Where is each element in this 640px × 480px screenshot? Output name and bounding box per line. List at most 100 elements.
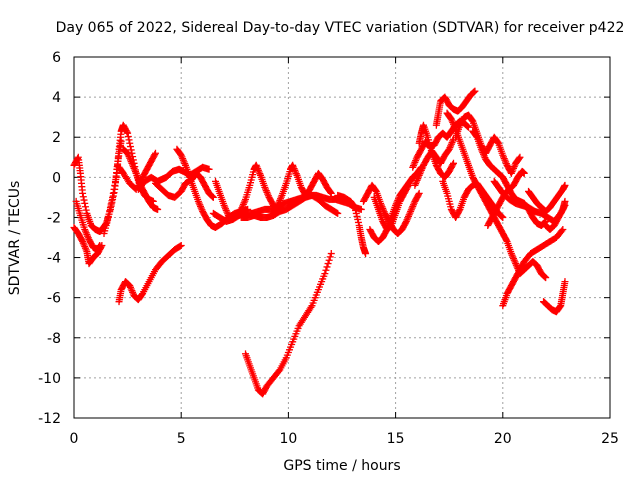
grid-lines <box>74 57 610 418</box>
data-point <box>221 203 229 211</box>
data-point <box>262 185 270 193</box>
data-point <box>84 232 92 240</box>
data-point <box>107 200 115 208</box>
data-point <box>104 213 112 221</box>
data-point <box>81 227 89 235</box>
data-point <box>264 190 272 198</box>
data-point <box>124 129 132 137</box>
y-axis-label: SDTVAR / TECUs <box>7 181 23 296</box>
data-point <box>254 166 262 174</box>
data-point <box>128 159 136 167</box>
data-point <box>112 173 120 181</box>
data-point <box>110 185 118 193</box>
series-arc-25 <box>452 111 524 177</box>
data-point <box>83 230 91 238</box>
x-tick-label: 5 <box>177 431 186 447</box>
data-point <box>177 151 185 159</box>
data-point <box>82 246 90 254</box>
data-point <box>241 197 249 205</box>
data-point <box>261 183 269 191</box>
series-arc-2 <box>72 197 104 254</box>
data-point <box>326 253 334 261</box>
data-point <box>289 163 297 171</box>
series-arc-7 <box>115 242 185 306</box>
data-point <box>109 193 117 201</box>
data-point <box>292 170 300 178</box>
data-point <box>238 204 246 212</box>
data-point <box>126 143 134 151</box>
data-point <box>209 193 217 201</box>
data-point <box>81 203 89 211</box>
data-point <box>126 139 134 147</box>
data-point <box>196 201 204 209</box>
data-point <box>126 154 134 162</box>
y-tick-label: -6 <box>47 291 61 307</box>
y-tick-label: 0 <box>52 170 61 186</box>
data-point <box>127 285 135 293</box>
data-point <box>81 199 89 207</box>
data-point <box>176 242 184 250</box>
data-point <box>129 288 137 296</box>
data-point <box>327 189 335 197</box>
y-tick-label: 6 <box>52 50 61 66</box>
data-point <box>323 263 331 271</box>
data-point <box>179 156 187 164</box>
data-point <box>109 189 117 197</box>
data-point <box>124 133 132 141</box>
data-point <box>84 234 92 242</box>
data-point <box>307 303 315 311</box>
data-point <box>322 266 330 274</box>
y-tick-label: -8 <box>47 331 61 347</box>
x-tick-label: 25 <box>601 431 619 447</box>
y-tick-labels: -12 -10 -8 -6 -4 -2 0 2 4 6 <box>38 50 61 427</box>
data-point <box>105 210 113 218</box>
data-point <box>125 136 133 144</box>
data-point <box>82 229 90 237</box>
x-tick-labels: 0 5 10 15 20 25 <box>70 431 619 447</box>
data-point <box>357 205 365 213</box>
y-tick-label: -10 <box>38 371 61 387</box>
data-point <box>97 243 105 251</box>
series-arc-32 <box>540 278 569 316</box>
data-point <box>327 188 335 196</box>
data-point <box>223 208 231 216</box>
data-point <box>131 166 139 174</box>
y-tick-label: 4 <box>52 90 61 106</box>
data-point <box>264 192 272 200</box>
data-point <box>253 163 261 171</box>
y-tick-label: -12 <box>38 411 61 427</box>
y-tick-label: -4 <box>47 251 61 267</box>
data-point <box>262 187 270 195</box>
data-point <box>74 155 82 163</box>
data-point <box>254 165 262 173</box>
x-tick-label: 0 <box>70 431 79 447</box>
data-point <box>108 197 116 205</box>
data-point <box>181 160 189 168</box>
data-point <box>274 200 282 208</box>
x-axis-label: GPS time / hours <box>283 458 400 474</box>
data-point <box>129 161 137 169</box>
data-point <box>197 204 205 212</box>
data-point <box>151 151 159 159</box>
data-point <box>274 201 282 209</box>
data-point <box>126 282 134 290</box>
data-point <box>289 161 297 169</box>
data-point <box>79 189 87 197</box>
chart-title: Day 065 of 2022, Sidereal Day-to-day VTE… <box>56 20 625 36</box>
data-point <box>333 209 341 217</box>
data-point <box>292 168 300 176</box>
data-point <box>177 242 185 250</box>
data-point <box>81 243 89 251</box>
series-arc-3 <box>70 223 106 268</box>
data-point <box>129 163 137 171</box>
data-point <box>275 198 283 206</box>
data-point <box>205 165 213 173</box>
y-tick-label: -2 <box>47 210 61 226</box>
data-series <box>70 87 569 398</box>
y-tick-label: 2 <box>52 130 61 146</box>
data-point <box>222 205 230 213</box>
data-point <box>106 203 114 211</box>
series-arc-4 <box>100 121 157 237</box>
data-point <box>277 193 285 201</box>
